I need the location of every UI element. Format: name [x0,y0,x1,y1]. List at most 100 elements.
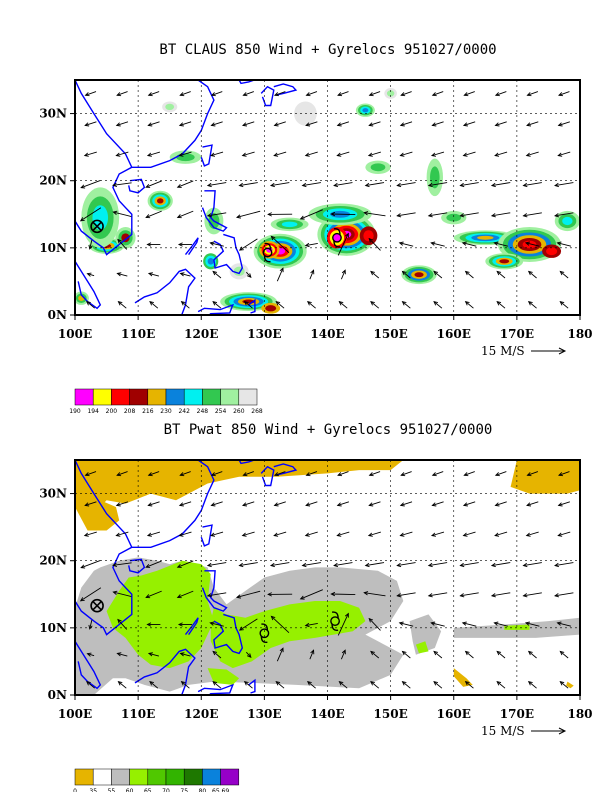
wind-arrow [80,560,101,569]
wind-arrow [147,91,160,97]
wind-arrow [304,151,318,157]
wind-arrow [368,617,381,631]
wind-arrow [179,471,191,477]
wind-arrow [241,121,255,127]
x-tick-label: 110E [121,707,155,721]
cloud-blob-17-2 [92,205,109,231]
wind-arrow [147,121,160,127]
coastline-segment-2 [131,80,215,169]
wind-arrow [206,592,227,598]
pwat-dry-spot-b [566,681,574,689]
wind-arrow [267,592,293,597]
wind-arrow [368,237,381,251]
wind-arrow [370,270,380,279]
wind-arrow [524,241,540,247]
wind-arrow [333,562,353,568]
wind-arrow [178,121,192,127]
coastline-segment-0 [75,80,133,256]
wind-arrow [209,241,224,247]
wind-arrow [496,270,506,279]
wind-arrow [83,151,97,157]
colorbar-swatch [238,388,258,406]
wind-arrow [305,501,318,507]
colorbar-swatch [74,768,94,786]
wind-arrow [84,121,97,127]
cloud-blob-8-4 [477,235,494,240]
wind-arrow [340,269,346,280]
wind-arrow [490,562,511,568]
wind-arrow [116,272,128,277]
bottom-panel-title: BT Pwat 850 Wind + Gyrelocs 951027/0000 [164,422,493,438]
wind-arrow [305,91,318,97]
wind-arrow [180,680,190,689]
wind-arrow [430,241,445,247]
wind-arrow [524,621,540,627]
colorbar-swatch [129,768,149,786]
wind-arrow [333,182,353,188]
wind-arrow [370,300,380,309]
wind-arrow [306,300,316,309]
y-tick-label: 10N [39,621,67,635]
wind-arrow [147,652,159,657]
wind-arrow [246,651,252,658]
gyre-center-marker [90,219,104,234]
wind-arrow [79,587,102,602]
colorbar-label: 70 [162,788,170,792]
wind-arrow [427,562,448,568]
cloud-blob-5-2 [281,221,298,228]
pwat-wet-south-china-sea [106,560,214,669]
top-scale-arrow [531,347,567,355]
wind-arrow [309,649,315,660]
wind-arrow [431,121,444,127]
y-tick-label: 30N [39,487,67,501]
wind-arrow [88,620,93,630]
wind-arrow [330,591,356,597]
coastline-segment-6 [260,465,275,487]
top-panel-title: BT CLAUS 850 Wind + Gyrelocs 951027/0000 [159,42,496,58]
x-tick-label: 140E [310,707,344,721]
wind-arrow [556,241,572,247]
wind-arrow [559,270,569,279]
cloud-blob-10-1 [546,247,558,256]
wind-arrow [235,590,261,599]
wind-arrow [305,121,318,127]
coastline-segment-10 [184,617,199,636]
colorbar-swatch [183,768,203,786]
y-tick-label: 30N [39,107,67,121]
wind-arrow [496,680,506,689]
coastline-segment-0 [75,460,133,636]
wind-arrow [526,121,539,127]
wind-arrow [368,471,381,477]
wind-arrow [399,501,413,507]
wind-arrow [401,300,411,309]
wind-arrow [210,501,223,507]
colorbar-swatch [92,388,112,406]
wind-arrow [146,151,161,157]
bottom-gyre-markers [90,598,340,644]
x-tick-label: 130E [247,707,281,721]
wind-arrow [145,590,162,599]
x-tick-label: 100E [58,707,92,721]
wind-arrow [115,531,129,537]
wind-arrow [462,531,476,537]
colorbar-label: 216 [142,408,154,415]
wind-arrow [238,238,258,251]
colorbar-swatch [183,388,203,406]
wind-arrow [238,562,258,568]
wind-arrow [433,680,443,689]
wind-arrow [178,501,192,507]
wind-arrow [180,300,190,309]
colorbar-swatch [92,768,112,786]
colorbar-label: 194 [87,408,99,415]
wind-arrow [396,182,416,188]
wind-arrow [554,182,574,188]
top-colorbar: 190 194 200 208 216 230 242 248 254 260 268 [69,388,263,415]
wind-arrow [212,300,222,309]
wind-arrow [494,471,507,477]
wind-arrow [396,212,416,218]
cloud-blob-24-2 [562,216,573,226]
wind-arrow [241,151,255,157]
colorbar-label: 230 [160,408,172,415]
coastline-segment-13 [248,298,256,314]
wind-arrow [557,121,570,127]
